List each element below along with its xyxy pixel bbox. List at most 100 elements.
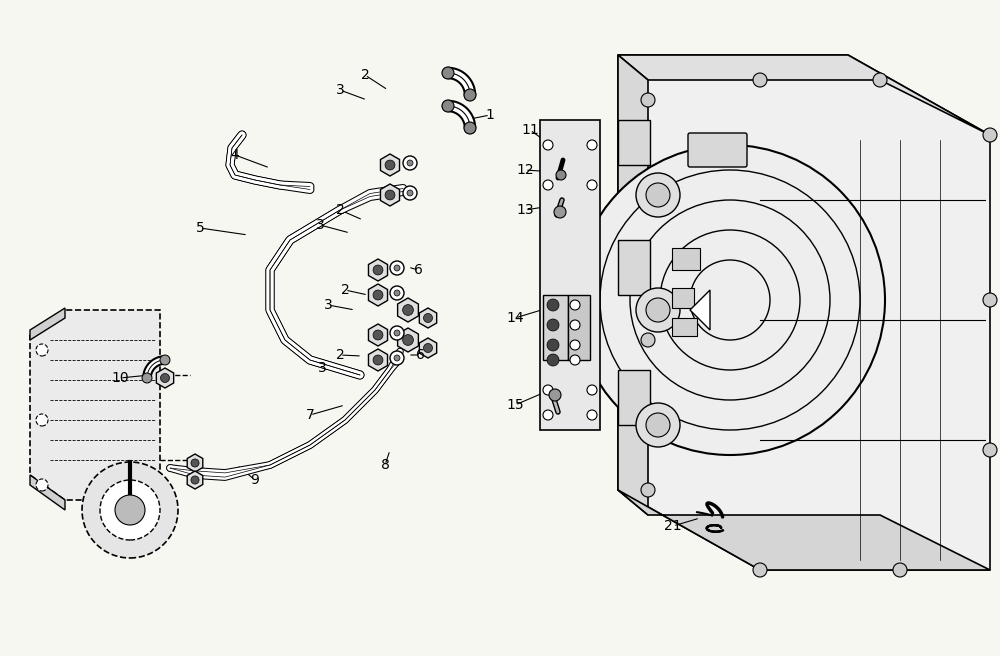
Text: 3: 3 [336,83,344,97]
Text: 12: 12 [516,163,534,177]
Bar [618,370,650,425]
Circle shape [636,288,680,332]
Text: 13: 13 [516,203,534,217]
Bar [543,295,568,360]
Circle shape [547,339,559,351]
Text: 2: 2 [361,68,369,82]
Circle shape [115,495,145,525]
Circle shape [464,122,476,134]
Circle shape [543,410,553,420]
Circle shape [641,93,655,107]
Text: 1: 1 [486,108,494,122]
Circle shape [407,190,413,196]
Circle shape [390,351,404,365]
Circle shape [556,170,566,180]
Polygon shape [618,55,648,515]
Circle shape [394,330,400,336]
Circle shape [385,160,395,170]
Polygon shape [618,55,990,570]
Circle shape [442,67,454,79]
Circle shape [390,261,404,275]
Circle shape [160,355,170,365]
FancyBboxPatch shape [688,133,747,167]
Polygon shape [540,120,600,430]
Circle shape [424,314,432,323]
Polygon shape [618,490,990,570]
Circle shape [753,73,767,87]
Circle shape [36,479,48,491]
Text: 2: 2 [341,283,349,297]
Polygon shape [419,308,437,328]
Polygon shape [380,184,400,206]
Circle shape [36,414,48,426]
Circle shape [893,563,907,577]
Polygon shape [368,284,388,306]
Polygon shape [30,475,65,510]
Circle shape [646,183,670,207]
Circle shape [403,335,413,346]
Circle shape [636,403,680,447]
Text: 21: 21 [664,519,682,533]
Circle shape [36,344,48,356]
Circle shape [636,173,680,217]
Circle shape [160,373,170,382]
Text: 8: 8 [381,458,389,472]
Circle shape [646,298,670,322]
Text: 2: 2 [336,203,344,217]
Polygon shape [30,310,160,500]
Circle shape [873,73,887,87]
Circle shape [100,480,160,540]
Circle shape [385,190,395,200]
Polygon shape [690,290,710,330]
Circle shape [547,299,559,311]
Circle shape [464,89,476,101]
Text: 5: 5 [196,221,204,235]
Text: 9: 9 [251,473,259,487]
Text: 6: 6 [414,263,422,277]
Text: 11: 11 [521,123,539,137]
Circle shape [373,355,383,365]
Polygon shape [368,349,388,371]
Circle shape [549,389,561,401]
Polygon shape [398,298,418,322]
Circle shape [424,344,432,352]
Circle shape [373,290,383,300]
Circle shape [547,319,559,331]
Circle shape [142,373,152,383]
Circle shape [543,180,553,190]
Polygon shape [618,55,990,135]
Polygon shape [187,454,203,472]
Circle shape [753,563,767,577]
Polygon shape [30,308,65,340]
Text: 6: 6 [416,348,424,362]
Circle shape [403,186,417,200]
Polygon shape [368,324,388,346]
Circle shape [983,443,997,457]
Circle shape [373,265,383,275]
Circle shape [575,145,885,455]
Circle shape [543,385,553,395]
Circle shape [587,410,597,420]
Bar [672,318,697,336]
Circle shape [983,128,997,142]
Bar [618,240,650,295]
Bar [672,248,700,270]
Circle shape [641,483,655,497]
Polygon shape [368,259,388,281]
Circle shape [407,160,413,166]
Circle shape [394,290,400,296]
Circle shape [403,304,413,316]
Circle shape [394,355,400,361]
Text: 2: 2 [336,348,344,362]
Text: 4: 4 [231,148,239,162]
Polygon shape [380,154,400,176]
Circle shape [442,100,454,112]
Text: 10: 10 [111,371,129,385]
Circle shape [641,333,655,347]
Circle shape [547,354,559,366]
Circle shape [570,320,580,330]
Circle shape [543,140,553,150]
Circle shape [587,180,597,190]
Polygon shape [187,471,203,489]
Circle shape [373,330,383,340]
